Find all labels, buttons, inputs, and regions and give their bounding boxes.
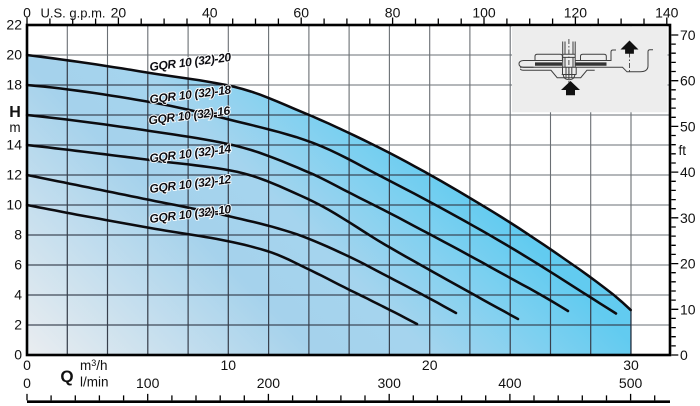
svg-text:20: 20 [6,47,22,63]
svg-text:10: 10 [6,197,22,213]
svg-text:20: 20 [111,5,127,21]
svg-text:0: 0 [680,347,688,363]
svg-text:l/min: l/min [80,375,109,390]
svg-text:14: 14 [6,137,22,153]
svg-text:40: 40 [680,164,696,180]
svg-text:40: 40 [202,5,218,21]
svg-text:120: 120 [564,5,588,21]
svg-text:ft: ft [679,143,687,158]
svg-text:20: 20 [422,357,438,373]
svg-text:m3/h: m3/h [80,358,108,373]
svg-text:400: 400 [498,375,522,391]
svg-text:30: 30 [623,357,639,373]
svg-text:10: 10 [221,357,237,373]
svg-text:6: 6 [14,257,22,273]
svg-text:100: 100 [136,375,160,391]
svg-text:0: 0 [23,375,31,391]
svg-text:60: 60 [293,5,309,21]
svg-text:60: 60 [680,73,696,89]
svg-text:10: 10 [680,301,696,317]
svg-text:H: H [9,104,21,121]
svg-text:300: 300 [378,375,402,391]
svg-text:200: 200 [257,375,281,391]
svg-text:100: 100 [472,5,496,21]
svg-text:50: 50 [680,118,696,134]
svg-text:2: 2 [14,317,22,333]
svg-text:500: 500 [619,375,643,391]
svg-text:140: 140 [655,5,679,21]
svg-text:0: 0 [14,347,22,363]
svg-text:8: 8 [14,227,22,243]
svg-text:80: 80 [385,5,401,21]
svg-text:4: 4 [14,287,22,303]
svg-text:30: 30 [680,210,696,226]
svg-text:U.S. g.p.m.: U.S. g.p.m. [40,6,105,21]
svg-text:12: 12 [6,167,22,183]
svg-text:0: 0 [23,5,31,21]
svg-text:18: 18 [6,77,22,93]
svg-text:0: 0 [23,357,31,373]
svg-text:m: m [9,120,20,135]
svg-text:Q: Q [60,367,73,386]
svg-text:70: 70 [680,27,696,43]
svg-text:22: 22 [6,17,22,33]
svg-text:20: 20 [680,256,696,272]
